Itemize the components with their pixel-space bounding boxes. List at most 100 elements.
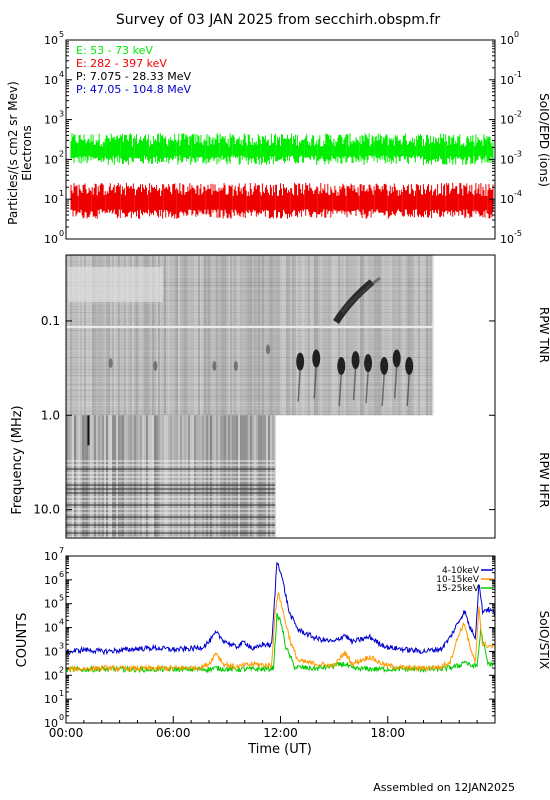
tnr-band — [66, 297, 433, 298]
tnr-band — [66, 366, 433, 367]
tnr-column — [156, 255, 158, 416]
tnr-band — [66, 291, 433, 292]
tnr-band — [66, 384, 433, 385]
tnr-column — [308, 255, 310, 416]
rpw-ytick-label: 10.0 — [33, 503, 60, 517]
epd-y-axis-label: Particles/(s cm2 sr Mev) — [6, 81, 20, 225]
hfr-band — [66, 472, 276, 474]
tnr-column — [228, 255, 230, 416]
tnr-column — [290, 255, 292, 416]
tnr-band — [66, 390, 433, 391]
epd-ytick-right-exp: -1 — [514, 70, 522, 79]
radio-burst — [233, 360, 238, 371]
hfr-band — [66, 484, 276, 486]
epd-right-axis-label: SoIO/EPD (ions) — [537, 93, 550, 187]
hfr-band — [66, 508, 276, 510]
tnr-band — [66, 372, 433, 373]
stix-xtick-label: 18:00 — [370, 726, 405, 740]
figure-title: Survey of 03 JAN 2025 from secchirh.obsp… — [116, 12, 440, 28]
stix-ytick-exp: 6 — [59, 570, 64, 579]
tnr-column — [384, 255, 386, 416]
tnr-column — [342, 255, 344, 416]
tnr-band — [66, 408, 433, 409]
tnr-column — [128, 255, 130, 416]
tnr-column — [370, 255, 372, 416]
stix-ytick-exp: 5 — [59, 594, 64, 603]
epd-legend-entry: P: 47.05 - 104.8 MeV — [76, 83, 192, 96]
stix-ytick-label: 10 — [44, 550, 58, 563]
tnr-column — [272, 255, 274, 416]
tnr-column — [74, 255, 76, 416]
hfr-band — [66, 480, 276, 482]
rpw-frame — [65, 254, 496, 539]
tnr-column — [84, 255, 86, 416]
hfr-band — [66, 504, 276, 506]
tnr-column — [100, 255, 102, 416]
tnr-column — [362, 255, 364, 416]
tnr-column — [66, 255, 68, 416]
tnr-column — [120, 255, 122, 416]
tnr-column — [194, 255, 196, 416]
epd-series-1 — [70, 182, 494, 219]
tnr-column — [424, 255, 426, 416]
tnr-column — [302, 255, 304, 416]
tnr-column — [238, 255, 240, 416]
tnr-column — [254, 255, 256, 416]
tnr-column — [322, 255, 324, 416]
tnr-column — [70, 255, 72, 416]
tnr-column — [78, 255, 80, 416]
tnr-column — [248, 255, 250, 416]
tnr-band — [66, 270, 433, 271]
tnr-column — [332, 255, 334, 416]
tnr-column — [390, 255, 392, 416]
tnr-column — [86, 255, 88, 416]
tnr-column — [184, 255, 186, 416]
stix-ytick-exp: 2 — [59, 665, 64, 674]
radio-burst-tail — [352, 368, 357, 401]
tnr-column — [206, 255, 208, 416]
epd-ytick-label: 10 — [44, 34, 58, 47]
tnr-column — [226, 255, 228, 416]
tnr-band — [66, 300, 433, 301]
epd-ytick-right-label: 10 — [500, 193, 514, 206]
tnr-column — [258, 255, 260, 416]
tnr-column — [256, 255, 258, 416]
radio-burst — [380, 356, 389, 375]
radio-burst-tail — [381, 373, 385, 406]
tnr-column — [202, 255, 204, 416]
tnr-column — [196, 255, 198, 416]
hfr-band — [66, 536, 276, 538]
tnr-column — [400, 255, 402, 416]
tnr-band — [66, 411, 433, 412]
tnr-column — [80, 255, 82, 416]
tnr-column — [264, 255, 266, 416]
tnr-column — [72, 255, 74, 416]
tnr-band — [66, 273, 433, 274]
tnr-column — [268, 255, 270, 416]
tnr-band — [66, 321, 433, 322]
tnr-column — [270, 255, 272, 416]
tnr-column — [414, 255, 416, 416]
epd-ytick-label: 10 — [44, 114, 58, 127]
tnr-band — [66, 288, 433, 289]
tnr-column — [218, 255, 220, 416]
tnr-band — [66, 279, 433, 280]
tnr-column — [210, 255, 212, 416]
epd-ytick-exp: 0 — [59, 229, 64, 238]
tnr-band — [66, 315, 433, 316]
tnr-band — [66, 369, 433, 370]
tnr-column — [402, 255, 404, 416]
tnr-column — [398, 255, 400, 416]
tnr-column — [282, 255, 284, 416]
tnr-column — [366, 255, 368, 416]
tnr-column — [136, 255, 138, 416]
tnr-column — [176, 255, 178, 416]
stix-ytick-exp: 3 — [59, 641, 64, 650]
tnr-column — [294, 255, 296, 416]
hfr-band — [66, 520, 276, 522]
stix-xtick-label: 06:00 — [156, 726, 191, 740]
tnr-column — [320, 255, 322, 416]
tnr-band — [66, 345, 433, 346]
tnr-band — [66, 282, 433, 283]
tnr-column — [374, 255, 376, 416]
